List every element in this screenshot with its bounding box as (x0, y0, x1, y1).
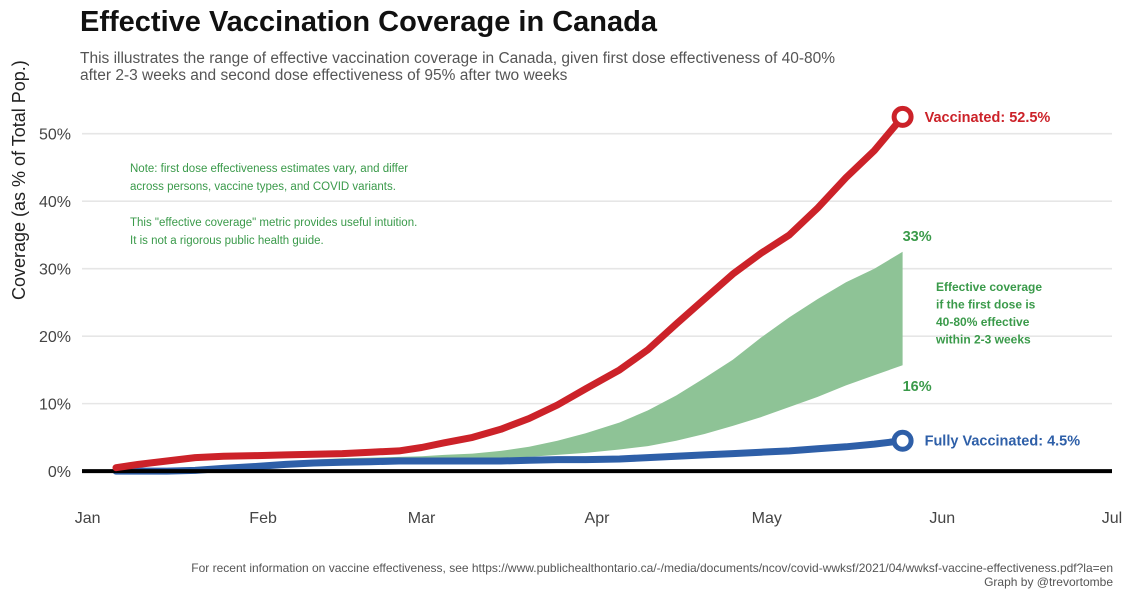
x-tick-label: Jul (1102, 510, 1122, 527)
y-tick-label: 50% (39, 127, 71, 144)
band-lower-label: 16% (903, 379, 932, 395)
fully-vaccinated-line (112, 437, 907, 475)
chart-title: Effective Vaccination Coverage in Canada (80, 6, 657, 38)
x-tick-label: May (752, 510, 782, 527)
fully-vaccinated-end-label: Fully Vaccinated: 4.5% (925, 434, 1081, 450)
caption-credit: Graph by @trevortombe (984, 575, 1113, 589)
band-upper-label: 33% (903, 229, 932, 245)
x-tick-label: Apr (585, 510, 611, 527)
fully-vaccinated-end-marker (891, 429, 914, 452)
band-annotation-line: Effective coverage (936, 280, 1042, 294)
vaccinated-end-label: Vaccinated: 52.5% (925, 110, 1051, 126)
x-tick-label: Jan (75, 510, 101, 527)
caption-source: For recent information on vaccine effect… (191, 561, 1113, 575)
note-annotation-line: Note: first dose effectiveness estimates… (130, 163, 408, 175)
effective-coverage-band (195, 251, 903, 471)
y-tick-label: 20% (39, 329, 71, 346)
caption: For recent information on vaccine effect… (191, 561, 1113, 589)
y-tick-label: 10% (39, 397, 71, 414)
note-annotation-line: It is not a rigorous public health guide… (130, 235, 324, 247)
x-tick-label: Mar (408, 510, 436, 527)
y-tick-label: 40% (39, 194, 71, 211)
band-annotation-line: 40-80% effective (936, 315, 1030, 329)
band-annotation-line: if the first dose is (936, 298, 1036, 312)
note-annotation-line: across persons, vaccine types, and COVID… (130, 181, 396, 193)
x-tick-label: Feb (249, 510, 277, 527)
y-tick-label: 30% (39, 262, 71, 279)
vaccinated-end-marker (891, 105, 914, 128)
y-tick-label: 0% (48, 464, 71, 481)
chart-subtitle: This illustrates the range of effective … (80, 50, 836, 84)
band-annotation-line: within 2-3 weeks (935, 333, 1031, 347)
note-annotation-line: This "effective coverage" metric provide… (130, 217, 417, 229)
vaccinated-line (112, 113, 907, 472)
x-tick-label: Jun (929, 510, 955, 527)
